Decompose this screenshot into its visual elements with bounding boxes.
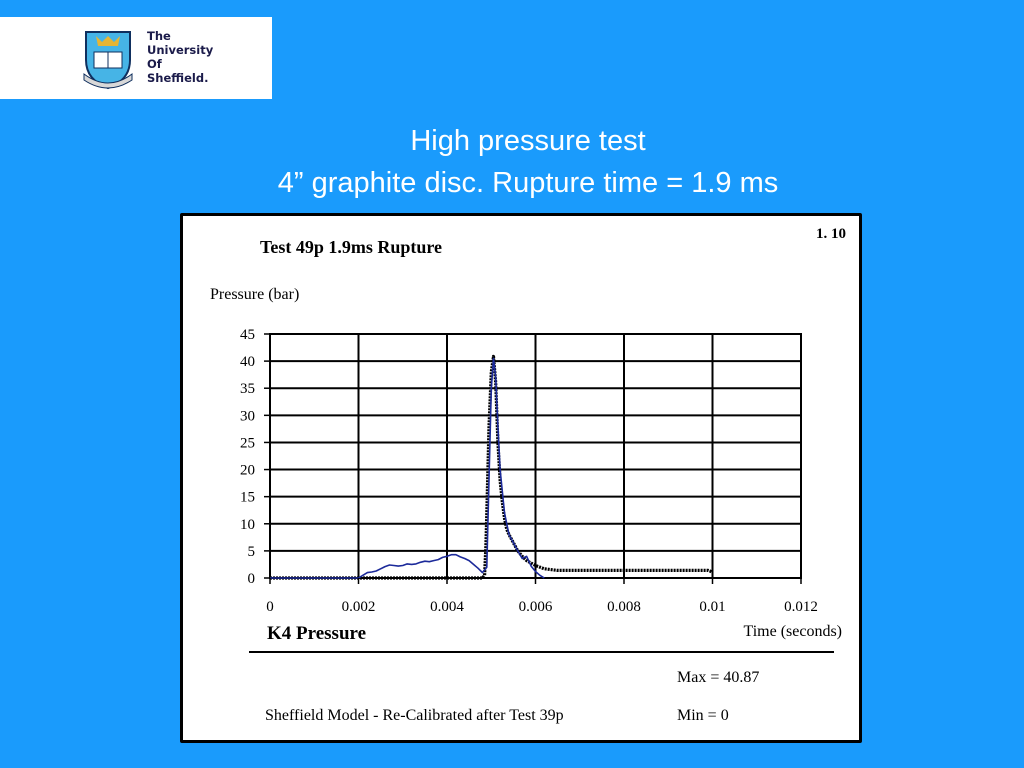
slide-title-line-1: High pressure test [410,125,646,157]
figure-number: 1. 10 [816,226,846,242]
chart-ticks: 0 5 10 15 20 25 30 35 40 45 0 0.002 0.004 0.006 0.008 0… [240,327,818,615]
y-axis-label: Pressure (bar) [210,286,299,303]
y-tick-label: 30 [240,408,255,424]
model-note: Sheffield Model - Re-Calibrated after Te… [265,707,564,724]
logo-line-4: Sheffield. [147,71,209,85]
pressure-chart: 1. 10 Test 49p 1.9ms Rupture Pressure (b… [210,226,846,724]
x-tick-label: 0 [266,599,274,615]
x-tick-label: 0.01 [699,599,725,615]
x-tick-label: 0.012 [784,599,818,615]
max-label: Max = 40.87 [677,669,759,686]
y-tick-label: 20 [240,463,255,479]
x-tick-label: 0.008 [607,599,641,615]
chart-panel: 1. 10 Test 49p 1.9ms Rupture Pressure (b… [180,213,862,743]
x-axis-label: Time (seconds) [743,623,842,640]
y-tick-label: 40 [240,354,255,370]
university-logo: The University Of Sheffield. [0,17,272,99]
measured-pressure-line [270,354,714,580]
x-tick-label: 0.006 [519,599,553,615]
slide-title-line-2: 4” graphite disc. Rupture time = 1.9 ms [277,167,779,199]
chart-series [270,354,714,580]
logo-line-2: University [147,43,214,57]
x-tick-label: 0.004 [430,599,464,615]
min-label: Min = 0 [677,707,729,724]
y-tick-label: 25 [240,435,255,451]
x-tick-label: 0.002 [342,599,376,615]
university-name: The University Of Sheffield. [147,29,213,85]
y-tick-label: 35 [240,381,255,397]
y-tick-label: 45 [240,327,255,343]
sensor-label: K4 Pressure [267,623,366,644]
university-crest-icon [83,31,133,90]
logo-line-1: The [147,29,171,43]
y-tick-label: 10 [240,517,255,533]
y-tick-label: 15 [240,490,255,506]
y-tick-label: 0 [248,571,256,587]
model-pressure-line [270,357,545,579]
chart-title: Test 49p 1.9ms Rupture [260,237,442,257]
chart-grid [269,333,802,579]
y-tick-label: 5 [248,544,256,560]
logo-line-3: Of [147,57,162,71]
slide-title: High pressure test 4” graphite disc. Rup… [0,120,1024,204]
